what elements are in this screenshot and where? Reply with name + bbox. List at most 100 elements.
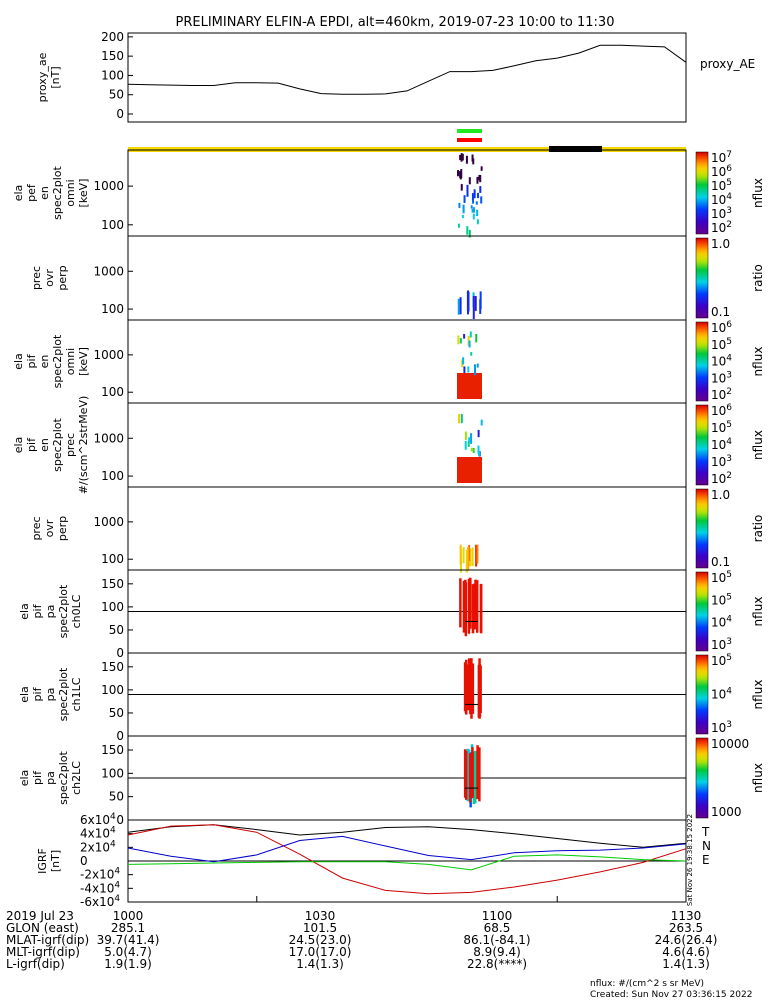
spec-cell <box>457 457 482 483</box>
spec-cell <box>480 419 483 426</box>
ytick-label: 50 <box>109 88 124 102</box>
footer-value: 39.7(41.4) <box>97 933 160 947</box>
panel-ylabel: pa <box>44 771 57 785</box>
colorbar-tick-label: 106 <box>711 403 732 418</box>
ytick-label: 50 <box>109 623 124 637</box>
panel-if_en_omni: ela pif en spec2plot omni [keV]10010001021031… <box>12 319 765 404</box>
colorbar <box>695 151 709 235</box>
panel-ylabel: proxy_ae <box>36 52 49 102</box>
proxy-ae-line <box>127 44 687 95</box>
panel-ylabel: ela <box>12 437 25 454</box>
panel-ylabel: perp <box>56 516 69 541</box>
ytick-label: 150 <box>101 577 124 591</box>
ytick-label: 100 <box>101 600 124 614</box>
footer-row-label: MLT-igrf(dip) <box>6 945 80 959</box>
panel-if_pa_ch0: ela pif pa spec2plot ch0LC 0 50 100 150 103 104 105… <box>18 569 765 660</box>
colorbar <box>695 237 709 319</box>
footer-value: 1.4(1.3) <box>296 957 344 971</box>
spec-cell <box>479 291 482 310</box>
spec-cell <box>471 193 474 201</box>
panel-ylabel: pif <box>25 353 38 368</box>
panel-ylabel: ovr <box>43 519 56 537</box>
panel-frame <box>127 402 687 488</box>
footer-value: 1130 <box>671 909 702 923</box>
colorbar-label: nflux <box>751 597 765 627</box>
spec-cell <box>477 445 480 454</box>
colorbar-tick-label: 103 <box>711 637 732 652</box>
spec-cell <box>470 352 473 356</box>
ytick-label: -2x104 <box>80 867 120 882</box>
colorbar-tick-label: 104 <box>711 354 732 369</box>
science-zone-red <box>457 138 482 142</box>
spectrogram-data <box>457 290 482 320</box>
spec-cell <box>457 335 460 345</box>
panel-ylabel: en <box>38 186 51 200</box>
science-zone-green <box>457 129 482 133</box>
colorbar-tick-label: 102 <box>711 387 732 402</box>
colorbar-tick-label: 105 <box>711 653 732 668</box>
ytick-label: 1000 <box>93 515 124 529</box>
ytick-label: 6x104 <box>80 812 116 827</box>
spec-cell <box>461 153 464 161</box>
panel-if_prec_ovr_perp: prec ovr perp 100 1000 0.1 1.0 ratio <box>30 486 765 573</box>
colorbar-label: ratio <box>751 264 765 292</box>
panel-ylabel: en <box>38 355 51 369</box>
colorbar-tick-label: 0.1 <box>711 305 730 319</box>
spec-cell <box>463 749 467 798</box>
spec-cell <box>469 331 472 338</box>
colorbar-label: nflux <box>751 178 765 208</box>
spec-cell <box>475 334 478 343</box>
colorbar <box>695 654 709 735</box>
colorbar-tick-label: 104 <box>711 192 732 207</box>
ytick-label: -6x104 <box>80 894 120 909</box>
spec-cell <box>459 578 462 628</box>
colorbar-tick-label: 102 <box>711 471 732 486</box>
spec-cell <box>476 363 479 368</box>
spec-cell <box>472 295 475 320</box>
spec-cell <box>460 413 463 424</box>
colorbar-tick-label: 103 <box>711 720 732 735</box>
panel-ef_prec_ovr_perp: prec ovr perp 100 1000 0.1 1.0 ratio <box>30 235 765 321</box>
colorbar-tick-label: 102 <box>711 220 732 235</box>
colorbar <box>695 737 709 819</box>
spec-cell <box>466 190 469 197</box>
colorbar-tick-label: 103 <box>711 370 732 385</box>
panel-frame <box>127 32 687 123</box>
nflux-note: nflux: #/(cm^2 s sr MeV) <box>590 979 704 989</box>
panel-if_pa_ch2: ela pif pa spec2plot ch2LC 0 50 100 150 1000 10000… <box>18 735 765 827</box>
orbit-bar-black <box>549 146 602 152</box>
panel-ylabel: ela <box>18 686 31 703</box>
spec-cell <box>466 184 469 192</box>
panel-frame <box>127 149 687 237</box>
spec-cell <box>478 665 481 719</box>
spec-cell <box>474 579 477 629</box>
panel-ylabel: [nT] <box>49 850 62 872</box>
panel-ylabel: pef <box>25 183 38 202</box>
panel-ylabel: prec <box>30 266 43 290</box>
footer-value: 8.9(9.4) <box>473 945 521 959</box>
colorbar-label: nflux <box>751 680 765 710</box>
panel-if_en_prec: ela pif en spec2plot prec #/(scm^2strMeV) 100 1… <box>12 396 765 495</box>
panel-ef_en_omni: ela pef en spec2plot omni [keV]10010001021031… <box>12 149 765 238</box>
igrf-legend-N: N <box>702 839 711 853</box>
spectrogram-data <box>457 331 482 399</box>
spec-cell <box>468 437 471 442</box>
ytick-label: -4x104 <box>80 880 120 895</box>
ytick-label: 0 <box>116 729 124 743</box>
spec-cell <box>468 753 472 803</box>
panel-ylabel: [keV] <box>77 179 90 208</box>
panel-ylabel: ovr <box>43 269 56 287</box>
ytick-label: 100 <box>101 552 124 566</box>
panel-ylabel: pif <box>31 770 44 785</box>
panel-ylabel: ela <box>12 185 25 202</box>
spec-cell <box>463 333 466 339</box>
spectrogram-data <box>457 413 483 483</box>
spec-cell <box>473 189 476 199</box>
spec-cell <box>476 219 479 225</box>
panel-ylabel: perp <box>56 265 69 290</box>
spec-cell <box>466 226 469 235</box>
colorbar-tick-label: 10000 <box>711 737 749 751</box>
panel-ylabel: ela <box>12 353 25 370</box>
